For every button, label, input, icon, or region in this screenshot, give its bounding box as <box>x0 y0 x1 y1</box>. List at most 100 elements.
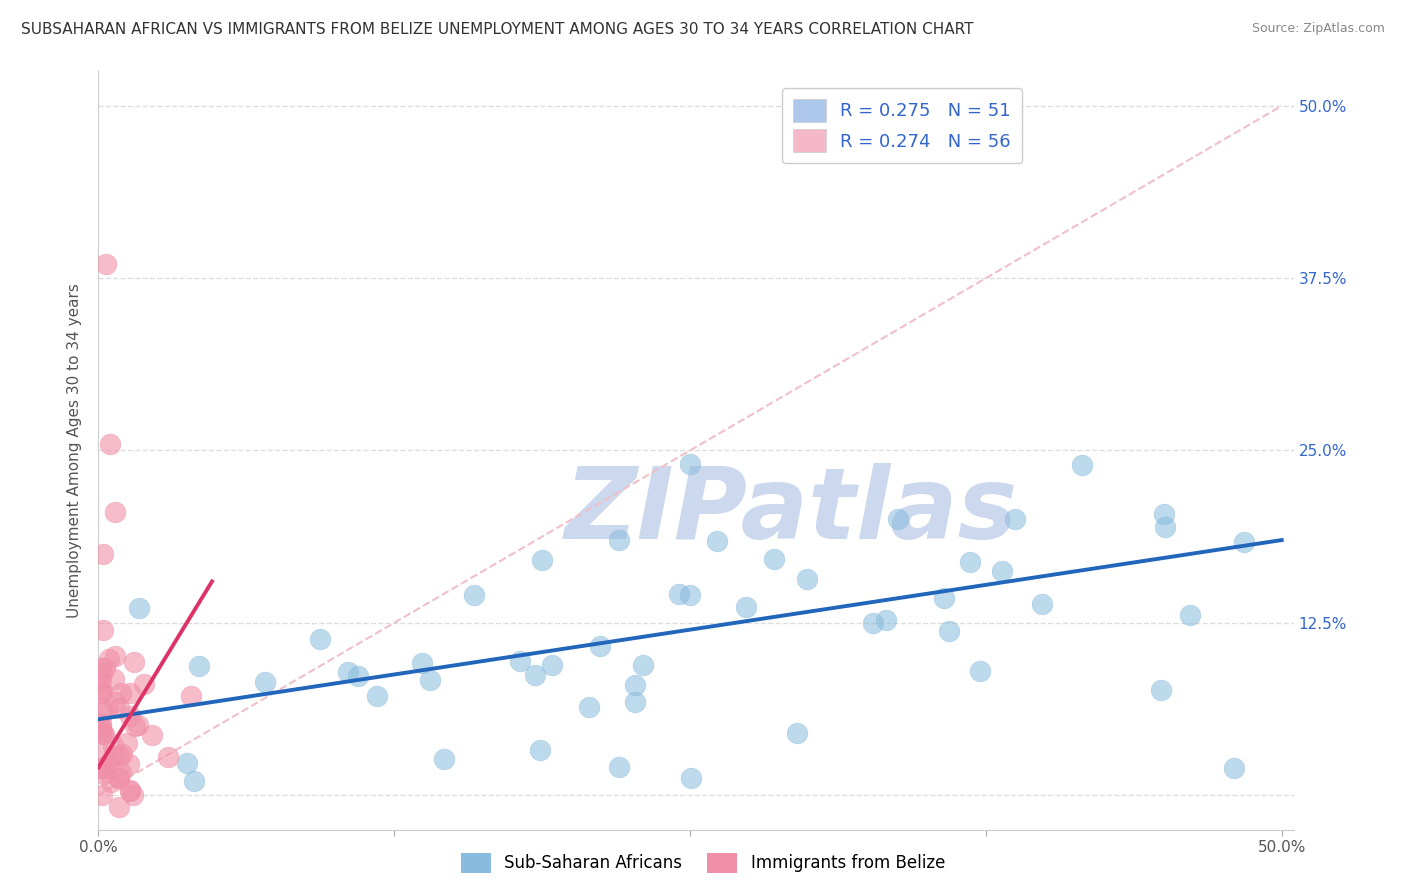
Point <box>132 677 155 691</box>
Y-axis label: Unemployment Among Ages 30 to 34 years: Unemployment Among Ages 30 to 34 years <box>67 283 83 618</box>
Point <box>117 735 139 749</box>
Point <box>117 757 139 772</box>
Point <box>681 771 703 785</box>
Point <box>157 750 180 764</box>
Point <box>90 661 112 675</box>
Point <box>118 708 141 723</box>
Legend: Sub-Saharan Africans, Immigrants from Belize: Sub-Saharan Africans, Immigrants from Be… <box>454 847 952 880</box>
Point <box>1178 607 1201 622</box>
Point <box>91 789 114 803</box>
Point <box>763 552 786 566</box>
Point <box>253 675 276 690</box>
Point <box>93 726 115 740</box>
Point <box>127 718 149 732</box>
Point <box>786 726 808 740</box>
Point <box>419 673 441 687</box>
Point <box>90 725 112 739</box>
Point <box>90 673 112 687</box>
Point <box>607 533 630 547</box>
Point <box>862 615 884 630</box>
Text: ZIPatlas: ZIPatlas <box>565 463 1018 559</box>
Point <box>108 700 131 714</box>
Point <box>94 257 117 271</box>
Point <box>1233 535 1256 549</box>
Point <box>90 682 112 697</box>
Point <box>111 747 134 761</box>
Point <box>98 436 121 450</box>
Point <box>141 728 163 742</box>
Point <box>990 565 1012 579</box>
Point <box>93 661 115 675</box>
Point <box>796 572 818 586</box>
Point <box>531 553 554 567</box>
Point <box>128 600 150 615</box>
Point <box>118 685 141 699</box>
Point <box>104 506 127 520</box>
Point <box>308 632 330 647</box>
Point <box>529 742 551 756</box>
Point <box>101 738 124 752</box>
Point <box>969 664 991 678</box>
Point <box>1004 512 1026 526</box>
Point <box>706 534 728 549</box>
Point <box>679 588 702 602</box>
Point <box>631 658 654 673</box>
Point <box>97 756 120 770</box>
Point <box>90 760 112 774</box>
Point <box>108 799 131 814</box>
Point <box>589 639 612 653</box>
Point <box>94 760 117 774</box>
Point <box>107 771 129 785</box>
Point <box>96 702 118 716</box>
Point <box>91 547 114 561</box>
Point <box>90 686 112 700</box>
Point <box>104 649 127 664</box>
Point <box>90 760 112 774</box>
Point <box>120 784 142 798</box>
Point <box>120 783 142 797</box>
Point <box>108 771 131 785</box>
Point <box>346 669 368 683</box>
Point <box>90 686 112 700</box>
Point <box>1070 458 1092 472</box>
Point <box>411 656 433 670</box>
Point <box>124 719 146 733</box>
Point <box>938 624 960 639</box>
Point <box>176 756 198 771</box>
Point <box>183 774 205 789</box>
Point <box>90 721 112 735</box>
Text: Source: ZipAtlas.com: Source: ZipAtlas.com <box>1251 22 1385 36</box>
Point <box>98 652 121 666</box>
Point <box>93 727 115 741</box>
Point <box>668 587 690 601</box>
Point <box>180 690 202 704</box>
Point <box>934 591 956 605</box>
Point <box>101 748 124 763</box>
Point <box>523 668 546 682</box>
Point <box>1223 760 1246 774</box>
Point <box>122 788 145 802</box>
Point <box>541 657 564 672</box>
Point <box>90 723 112 737</box>
Point <box>607 760 630 774</box>
Point <box>1154 519 1177 533</box>
Point <box>187 659 209 673</box>
Point <box>1153 507 1175 521</box>
Point <box>509 654 531 668</box>
Legend: R = 0.275   N = 51, R = 0.274   N = 56: R = 0.275 N = 51, R = 0.274 N = 56 <box>782 88 1022 163</box>
Point <box>122 655 145 669</box>
Text: SUBSAHARAN AFRICAN VS IMMIGRANTS FROM BELIZE UNEMPLOYMENT AMONG AGES 30 TO 34 YE: SUBSAHARAN AFRICAN VS IMMIGRANTS FROM BE… <box>21 22 973 37</box>
Point <box>100 775 122 789</box>
Point <box>107 748 129 763</box>
Point <box>110 764 132 779</box>
Point <box>366 689 388 703</box>
Point <box>887 512 910 526</box>
Point <box>735 600 758 615</box>
Point <box>104 695 127 709</box>
Point <box>336 665 359 680</box>
Point <box>110 686 132 700</box>
Point <box>91 623 114 637</box>
Point <box>959 555 981 569</box>
Point <box>1031 598 1053 612</box>
Point <box>679 457 702 471</box>
